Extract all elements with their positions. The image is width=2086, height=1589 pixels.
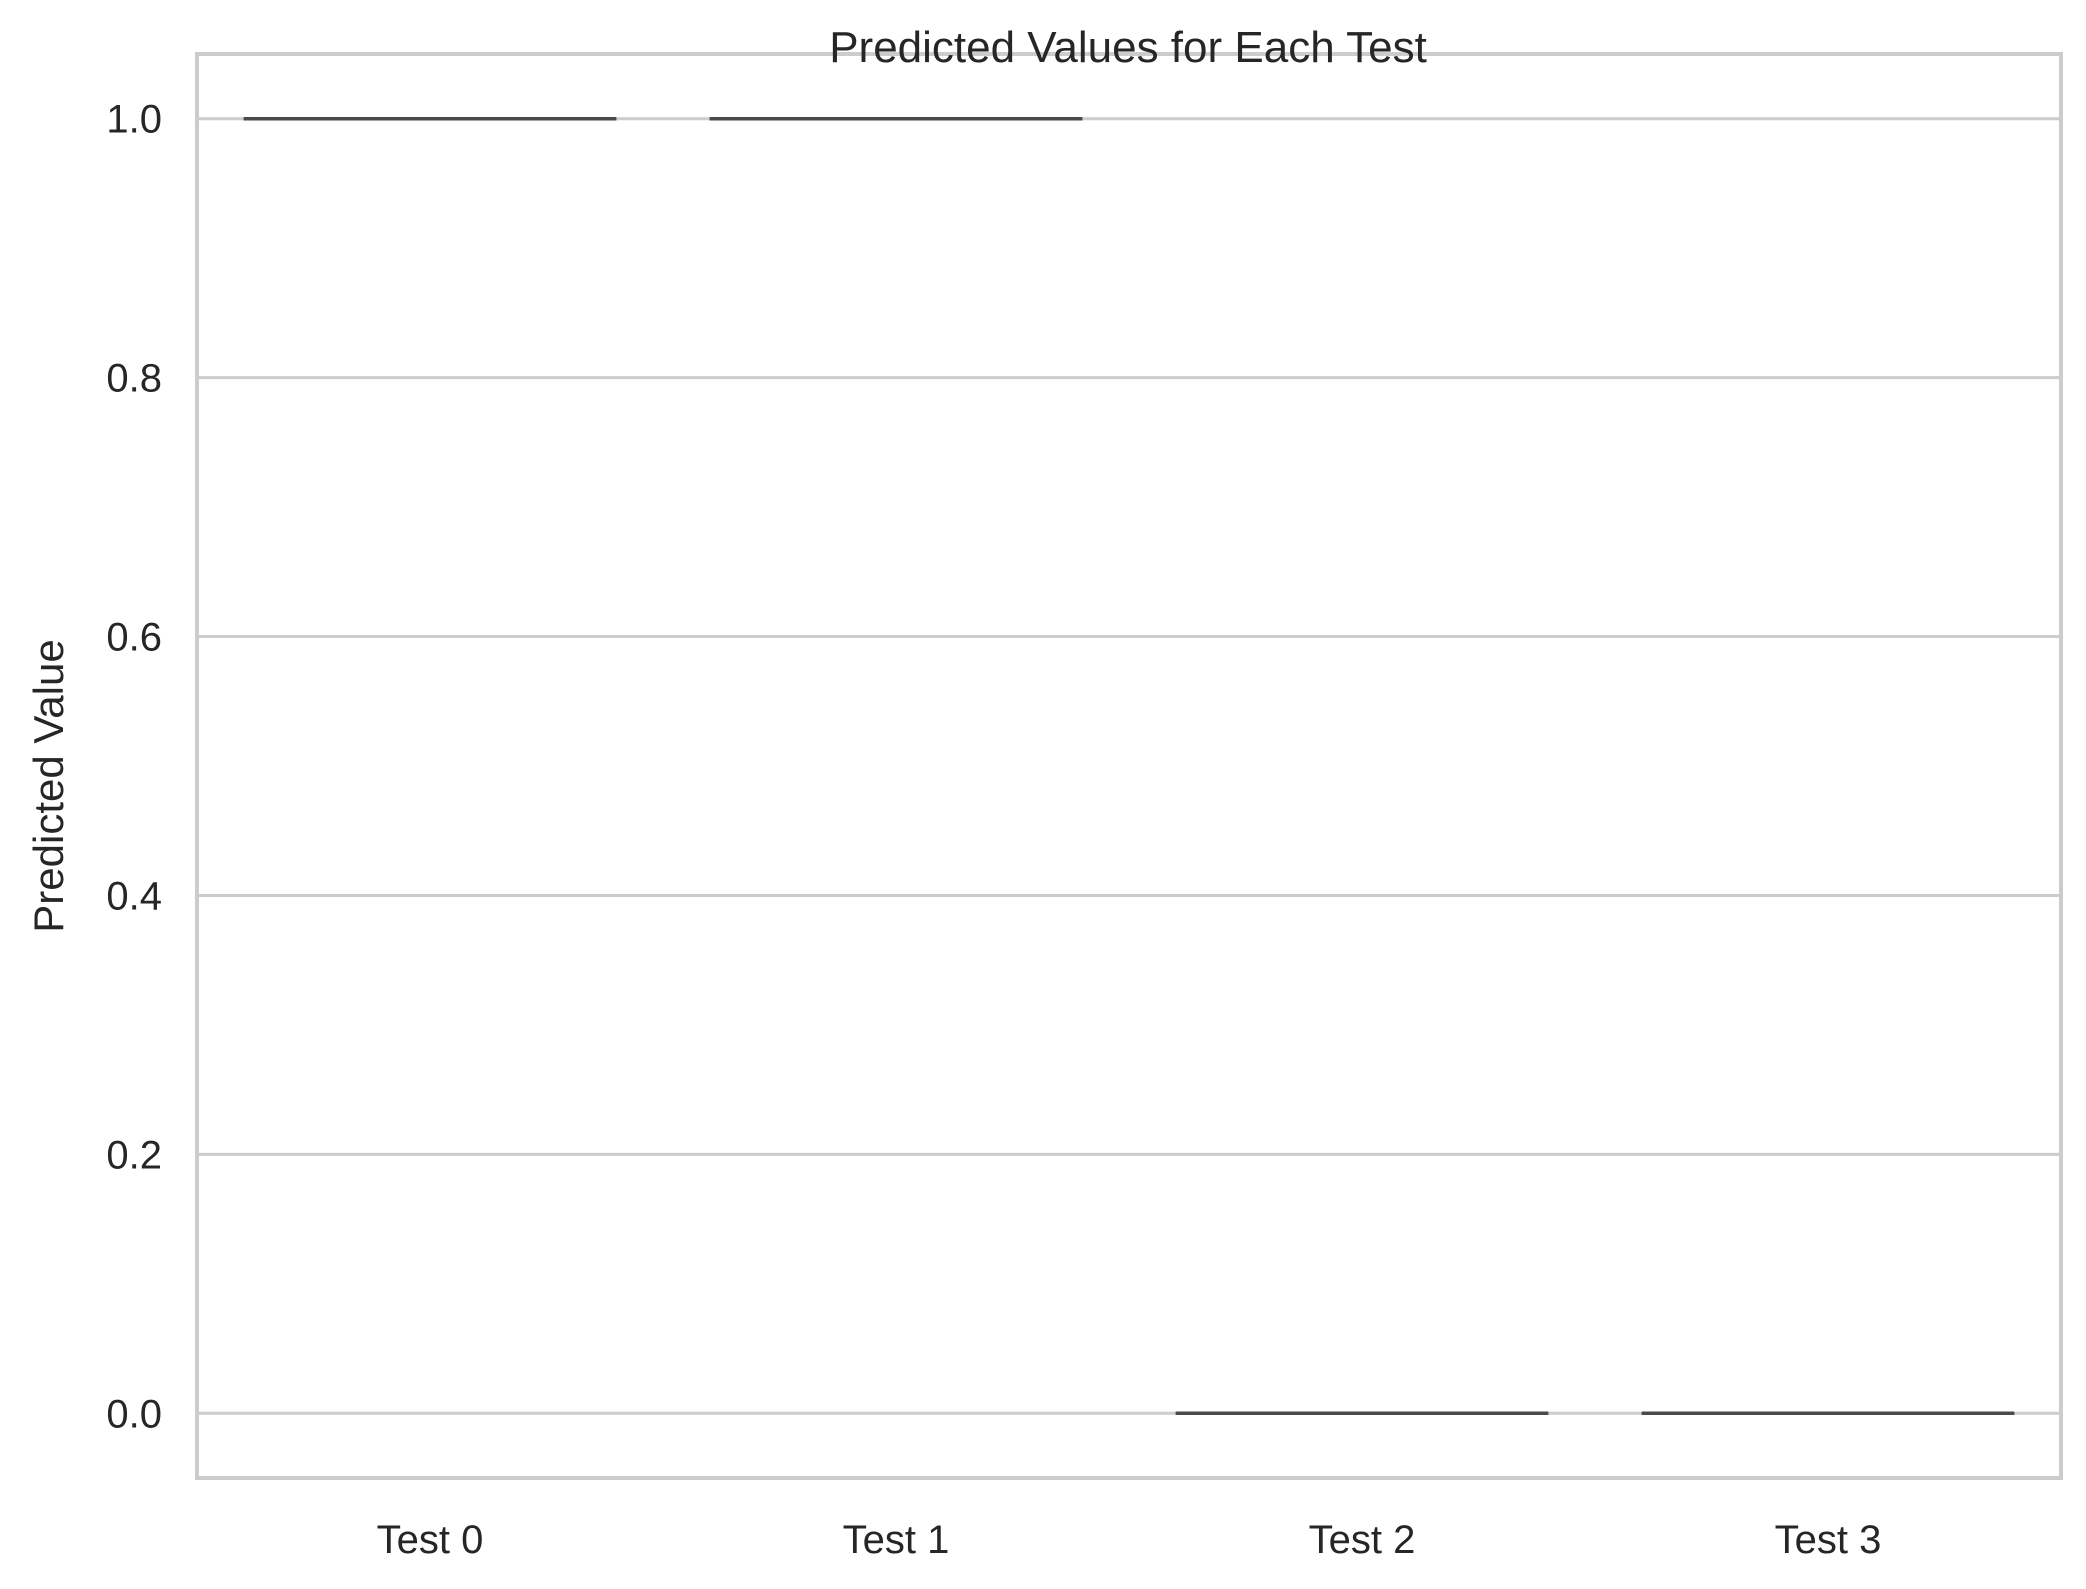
y-tick-label: 0.6 [106, 616, 162, 660]
y-tick-label: 0.4 [106, 874, 162, 918]
y-tick-label: 0.2 [106, 1133, 162, 1177]
chart-title: Predicted Values for Each Test [829, 23, 1427, 72]
x-tick-label: Test 3 [1775, 1518, 1882, 1562]
y-tick-label: 0.0 [106, 1392, 162, 1436]
x-tick-label: Test 1 [843, 1518, 950, 1562]
x-tick-labels: Test 0 Test 1 Test 2 Test 3 [377, 1518, 1882, 1562]
x-tick-label: Test 2 [1309, 1518, 1416, 1562]
y-tick-labels: 0.0 0.2 0.4 0.6 0.8 1.0 [106, 98, 162, 1437]
y-tick-label: 1.0 [106, 98, 162, 142]
y-tick-label: 0.8 [106, 357, 162, 401]
data-marks [243, 116, 2015, 1416]
plot-frame [195, 52, 2063, 1480]
y-axis-label: Predicted Value [25, 639, 72, 932]
x-tick-label: Test 0 [377, 1518, 484, 1562]
